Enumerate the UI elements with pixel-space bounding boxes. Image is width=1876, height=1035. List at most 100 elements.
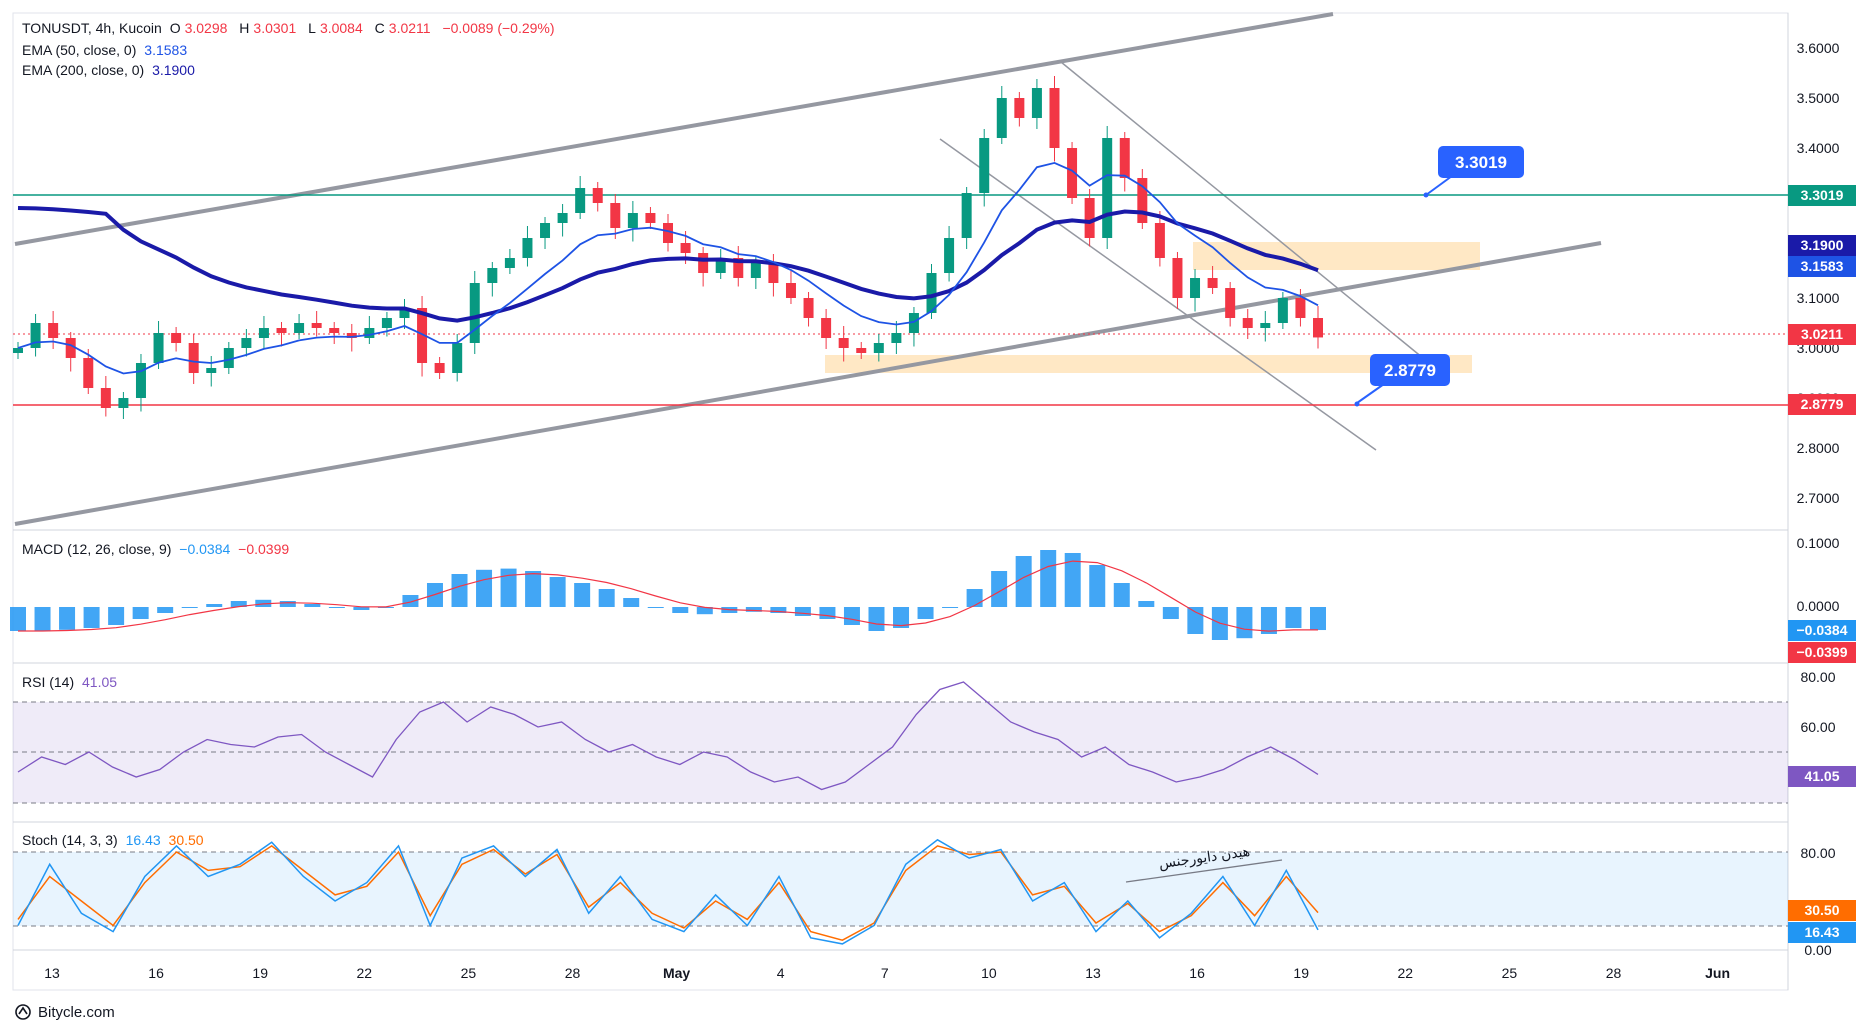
stoch-tick-0: 0.00: [1804, 942, 1831, 958]
time-axis[interactable]: 13 16 19 22 25 28 May 4 7 10 13 16 19 22 25 28 Jun: [44, 965, 1730, 981]
callout-lower[interactable]: 2.8779: [1354, 354, 1451, 407]
macd-bar: [672, 607, 689, 613]
time-tick: 7: [881, 965, 889, 981]
wedge-upper-line[interactable]: [1060, 61, 1424, 359]
badge-ema50: 3.1583: [1788, 256, 1856, 277]
candle-body: [223, 348, 234, 368]
candle-body: [417, 308, 428, 363]
candle-body: [610, 203, 621, 228]
rsi-tick-80: 80.00: [1800, 669, 1835, 685]
candles-group: [13, 76, 1323, 419]
candle-body: [1242, 318, 1253, 328]
candle-body: [381, 318, 392, 328]
macd-bar: [794, 607, 811, 616]
time-tick: 16: [148, 965, 164, 981]
candle-body: [698, 253, 709, 273]
rsi-value: 41.05: [82, 674, 118, 690]
price-tick: 2.8000: [1797, 440, 1840, 456]
macd-bar: [942, 607, 959, 608]
candle-body: [996, 98, 1007, 138]
svg-text:−0.0384: −0.0384: [1797, 622, 1848, 638]
badge-macd: −0.0384: [1788, 620, 1856, 641]
candle-body: [979, 138, 990, 193]
candle-body: [908, 313, 919, 333]
stoch-d-line: [17, 844, 1319, 942]
time-tick: 28: [1606, 965, 1622, 981]
macd-bar: [1162, 607, 1179, 619]
macd-histogram: [10, 550, 1326, 640]
candle-body: [469, 283, 480, 343]
time-tick: 16: [1189, 965, 1205, 981]
candle-body: [294, 323, 305, 333]
macd-bar: [868, 607, 885, 631]
ema50-value: 3.1583: [144, 42, 188, 58]
callout-lower-text: 2.8779: [1384, 361, 1436, 380]
ema50-line[interactable]: [17, 161, 1319, 375]
badge-support: 2.8779: [1788, 394, 1856, 415]
macd-bar: [132, 607, 149, 619]
macd-bar: [83, 607, 100, 628]
macd-tick-top: 0.1000: [1797, 535, 1840, 551]
candle-body: [1154, 223, 1165, 258]
candle-body: [803, 298, 814, 318]
candle-body: [452, 343, 463, 373]
low-value: 3.0084: [319, 20, 363, 36]
price-tick: 3.5000: [1797, 90, 1840, 106]
badge-close: 3.0211: [1788, 324, 1856, 345]
macd-bar: [843, 607, 860, 625]
channel-lower-line[interactable]: [14, 241, 1602, 526]
change-value: −0.0089 (−0.29%): [442, 20, 555, 36]
candle-body: [680, 243, 691, 253]
rsi-tick-60: 60.00: [1800, 719, 1835, 735]
badge-ema200: 3.1900: [1788, 235, 1856, 256]
macd-bar: [893, 607, 910, 628]
candle-body: [1207, 278, 1218, 288]
time-tick: 19: [252, 965, 268, 981]
macd-legend: MACD (12, 26, close, 9) −0.0384 −0.0399: [22, 541, 290, 557]
callout-upper[interactable]: 3.3019: [1423, 146, 1525, 198]
candle-body: [1031, 88, 1042, 118]
bitycle-logo-icon: [15, 1004, 31, 1020]
macd-bar: [1187, 607, 1204, 634]
price-tick: 3.4000: [1797, 140, 1840, 156]
svg-text:3.3019: 3.3019: [1801, 187, 1844, 203]
badge-stoch-d: 30.50: [1788, 900, 1856, 921]
candle-body: [768, 263, 779, 283]
macd-bar: [451, 574, 468, 607]
candle-body: [135, 363, 146, 398]
macd-bar: [1138, 601, 1155, 607]
macd-bar: [770, 607, 787, 613]
candle-body: [1172, 258, 1183, 298]
candle-body: [1014, 98, 1025, 118]
macd-bar: [304, 604, 321, 607]
high-value: 3.0301: [253, 20, 297, 36]
candle-body: [171, 333, 182, 343]
ema200-line[interactable]: [17, 206, 1319, 323]
candle-body: [83, 358, 94, 388]
macd-bar: [623, 598, 640, 607]
candle-body: [961, 193, 972, 238]
macd-bar: [1015, 556, 1032, 607]
signal-value: −0.0399: [238, 541, 290, 557]
macd-bar: [1064, 553, 1081, 607]
time-tick: 28: [565, 965, 581, 981]
candle-body: [48, 323, 59, 338]
macd-bar: [500, 568, 517, 607]
channel-upper-line[interactable]: [14, 12, 1334, 246]
macd-bar: [1236, 607, 1253, 639]
time-tick: Jun: [1705, 965, 1730, 981]
candle-body: [1049, 88, 1060, 148]
macd-bar: [1089, 565, 1106, 607]
time-tick: 4: [777, 965, 785, 981]
candle-body: [575, 188, 586, 213]
price-tick: 3.6000: [1797, 40, 1840, 56]
candle-body: [1067, 148, 1078, 198]
candle-body: [838, 338, 849, 348]
macd-bar: [1310, 607, 1326, 631]
divergence-line: [1125, 859, 1283, 883]
candle-body: [733, 258, 744, 278]
stoch-tick-80: 80.00: [1800, 845, 1835, 861]
svg-text:3.0211: 3.0211: [1801, 326, 1843, 342]
wedge-lower-line[interactable]: [939, 138, 1377, 451]
